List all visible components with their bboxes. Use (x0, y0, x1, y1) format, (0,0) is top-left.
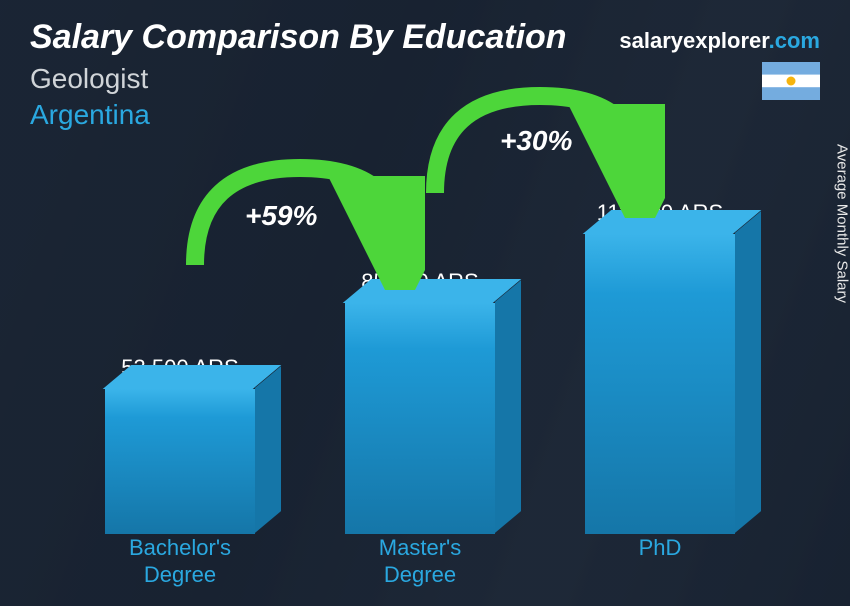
category-label: PhD (560, 535, 760, 588)
y-axis-label: Average Monthly Salary (834, 144, 850, 303)
bar-group: 111,000 ARS (560, 200, 760, 534)
category-label: Master'sDegree (320, 535, 520, 588)
bar-group: 53,500 ARS (80, 355, 280, 534)
bar-chart: 53,500 ARS 85,300 ARS 111,000 ARS (60, 174, 780, 534)
flag-icon (762, 62, 820, 100)
bar-side-face (255, 366, 281, 533)
bar (345, 303, 495, 534)
watermark-site-suffix: .com (769, 28, 820, 53)
category-label: Bachelor'sDegree (80, 535, 280, 588)
bar-group: 85,300 ARS (320, 269, 520, 534)
increase-pct-label: +59% (245, 200, 317, 232)
bar-top-face (343, 279, 522, 303)
bar-side-face (495, 280, 521, 533)
chart-title: Salary Comparison By Education (30, 18, 567, 57)
category-labels: Bachelor'sDegree Master'sDegree PhD (60, 535, 780, 588)
chart-subtitle: Geologist (30, 63, 567, 95)
bar-front-face (585, 234, 735, 534)
bar-side-face (735, 211, 761, 533)
bar (585, 234, 735, 534)
bar-front-face (105, 389, 255, 534)
chart-country: Argentina (30, 99, 567, 131)
watermark-site: salaryexplorer.com (619, 28, 820, 54)
increase-pct-label: +30% (500, 125, 572, 157)
bar-front-face (345, 303, 495, 534)
watermark-site-main: salaryexplorer (619, 28, 768, 53)
bar (105, 389, 255, 534)
bar-top-face (583, 210, 762, 234)
bar-top-face (103, 365, 282, 389)
